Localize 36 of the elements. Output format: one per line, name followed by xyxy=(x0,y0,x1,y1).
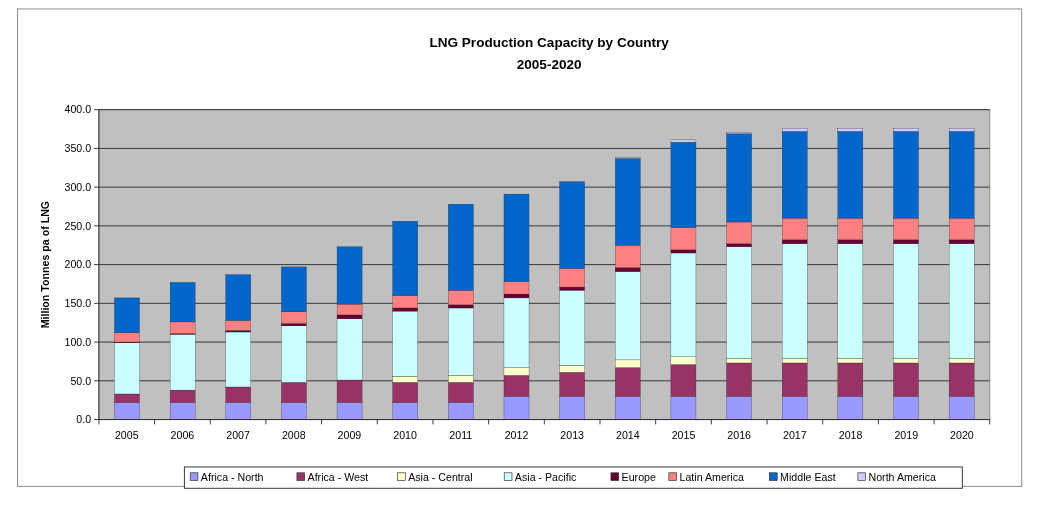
x-tick-label: 2005 xyxy=(114,428,139,441)
x-tick-label: 2010 xyxy=(393,428,418,441)
x-tick-label: 2018 xyxy=(838,428,863,441)
y-tick-label: 400.0 xyxy=(64,103,92,116)
chart-subtitle: 2005-2020 xyxy=(516,57,582,72)
y-tick-label: 250.0 xyxy=(64,219,92,232)
x-tick-label: 2017 xyxy=(783,428,807,441)
legend-label: Africa - North xyxy=(200,470,264,483)
legend-label: North America xyxy=(868,470,937,483)
y-tick-label: 0.0 xyxy=(76,413,92,426)
y-tick-label: 50.0 xyxy=(70,374,92,387)
y-tick-label: 200.0 xyxy=(64,258,92,271)
y-tick-label: 100.0 xyxy=(64,335,92,348)
y-tick-label: 350.0 xyxy=(64,142,92,155)
x-tick-label: 2006 xyxy=(170,428,195,441)
y-tick-label: 150.0 xyxy=(64,297,92,310)
legend-label: Asia - Pacific xyxy=(514,470,578,483)
x-tick-label: 2007 xyxy=(226,428,251,441)
x-tick-label: 2016 xyxy=(727,428,752,441)
x-tick-label: 2009 xyxy=(337,428,362,441)
x-tick-label: 2011 xyxy=(449,428,473,441)
x-tick-label: 2008 xyxy=(281,428,306,441)
x-tick-label: 2013 xyxy=(560,428,585,441)
x-tick-label: 2020 xyxy=(950,428,974,441)
x-tick-label: 2012 xyxy=(504,428,529,441)
legend-label: Africa - West xyxy=(307,470,369,483)
chart-title: LNG Production Capacity by Country xyxy=(429,34,670,50)
legend-label: Middle East xyxy=(780,470,836,483)
x-tick-label: 2015 xyxy=(671,428,696,441)
x-tick-label: 2014 xyxy=(616,428,640,441)
y-axis-title: Million Tonnes pa of LNG xyxy=(38,200,51,329)
y-tick-label: 300.0 xyxy=(64,180,92,193)
legend-label: Latin America xyxy=(679,470,745,483)
legend-label: Europe xyxy=(621,470,656,483)
x-tick-label: 2019 xyxy=(894,428,919,441)
legend-label: Asia - Central xyxy=(408,470,473,483)
